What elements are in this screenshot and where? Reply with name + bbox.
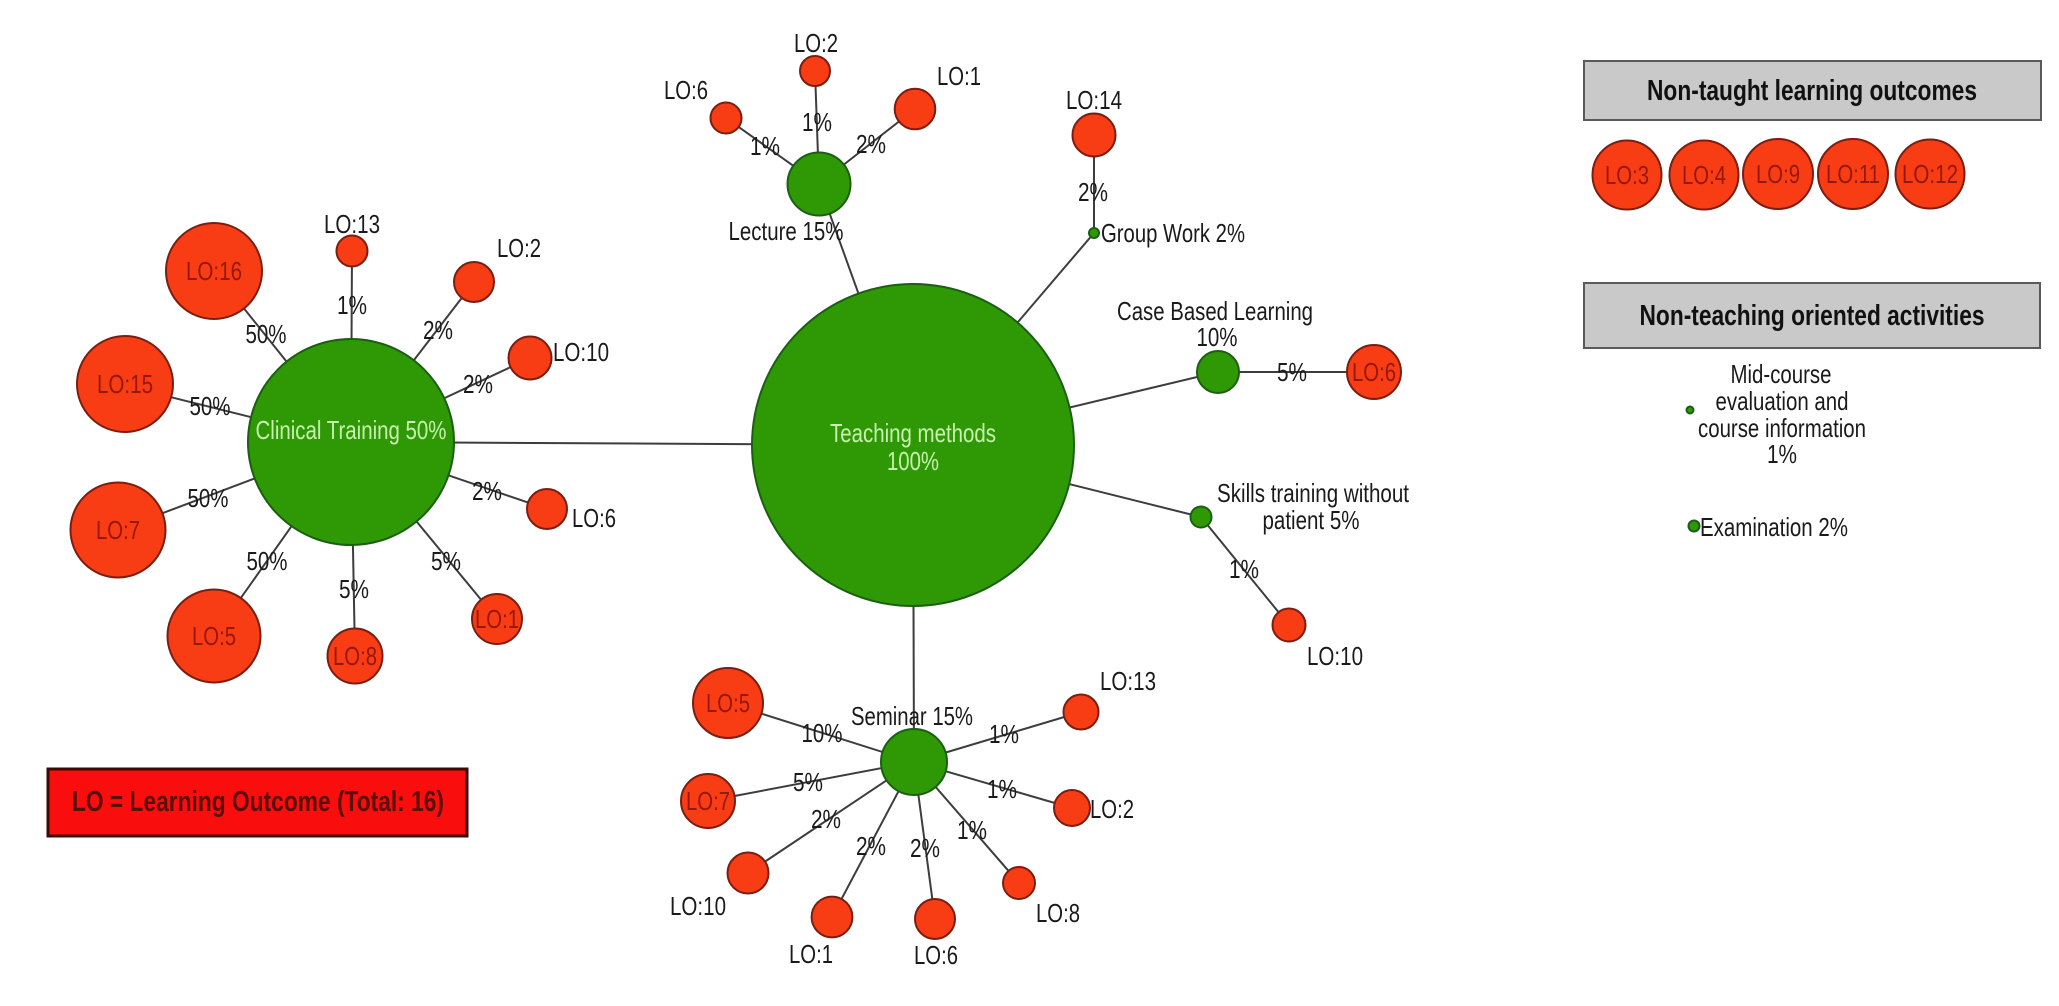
- svg-text:1%: 1%: [750, 131, 780, 161]
- svg-text:1%: 1%: [1767, 439, 1797, 469]
- svg-text:LO:6: LO:6: [914, 940, 958, 970]
- svg-text:Lecture 15%: Lecture 15%: [729, 216, 844, 246]
- svg-text:LO:6: LO:6: [664, 75, 708, 105]
- svg-text:LO:7: LO:7: [686, 786, 730, 816]
- svg-text:LO:16: LO:16: [186, 256, 242, 286]
- svg-text:LO:14: LO:14: [1066, 85, 1122, 115]
- svg-text:LO:10: LO:10: [1307, 641, 1363, 671]
- svg-text:LO:12: LO:12: [1902, 159, 1958, 189]
- svg-text:LO:1: LO:1: [937, 61, 981, 91]
- svg-text:50%: 50%: [188, 483, 229, 513]
- svg-text:LO:9: LO:9: [1756, 159, 1800, 189]
- svg-text:Teaching methods: Teaching methods: [830, 418, 996, 448]
- svg-text:LO:2: LO:2: [794, 28, 838, 58]
- svg-text:Seminar 15%: Seminar 15%: [851, 701, 973, 731]
- svg-text:2%: 2%: [811, 804, 841, 834]
- svg-text:100%: 100%: [887, 446, 939, 476]
- svg-text:2%: 2%: [463, 369, 493, 399]
- svg-text:LO:6: LO:6: [1352, 357, 1396, 387]
- svg-text:5%: 5%: [793, 767, 823, 797]
- svg-text:Skills training without: Skills training without: [1217, 478, 1410, 508]
- svg-text:LO:2: LO:2: [497, 233, 541, 263]
- svg-text:10%: 10%: [1197, 322, 1238, 352]
- svg-text:10%: 10%: [802, 718, 843, 748]
- svg-text:patient 5%: patient 5%: [1263, 505, 1360, 535]
- svg-text:Clinical Training 50%: Clinical Training 50%: [256, 415, 447, 445]
- svg-text:LO:4: LO:4: [1682, 160, 1726, 190]
- svg-text:2%: 2%: [910, 833, 940, 863]
- svg-text:LO:13: LO:13: [1100, 666, 1156, 696]
- svg-text:LO:1: LO:1: [475, 604, 519, 634]
- svg-text:1%: 1%: [1229, 554, 1259, 584]
- svg-text:LO:8: LO:8: [1036, 898, 1080, 928]
- svg-text:LO:15: LO:15: [97, 369, 153, 399]
- svg-text:1%: 1%: [987, 774, 1017, 804]
- svg-text:50%: 50%: [190, 391, 231, 421]
- svg-text:LO:3: LO:3: [1605, 160, 1649, 190]
- svg-text:2%: 2%: [1078, 177, 1108, 207]
- svg-text:LO:13: LO:13: [324, 209, 380, 239]
- svg-text:5%: 5%: [1277, 357, 1307, 387]
- svg-text:5%: 5%: [339, 574, 369, 604]
- svg-text:1%: 1%: [957, 815, 987, 845]
- svg-text:LO:1: LO:1: [789, 939, 833, 969]
- svg-text:1%: 1%: [802, 107, 832, 137]
- svg-text:course information: course information: [1698, 413, 1866, 443]
- svg-text:50%: 50%: [247, 546, 288, 576]
- svg-text:Group Work 2%: Group Work 2%: [1101, 218, 1245, 248]
- svg-text:LO:10: LO:10: [553, 337, 609, 367]
- svg-text:2%: 2%: [856, 831, 886, 861]
- svg-text:Non-teaching oriented activiti: Non-teaching oriented activities: [1640, 300, 1985, 332]
- svg-text:1%: 1%: [989, 719, 1019, 749]
- svg-text:LO = Learning Outcome (Total:: LO = Learning Outcome (Total: 16): [72, 786, 444, 818]
- svg-text:2%: 2%: [856, 129, 886, 159]
- svg-text:LO:5: LO:5: [706, 688, 750, 718]
- svg-text:LO:11: LO:11: [1826, 159, 1880, 189]
- svg-text:1%: 1%: [337, 290, 367, 320]
- svg-text:5%: 5%: [431, 546, 461, 576]
- svg-text:evaluation and: evaluation and: [1716, 386, 1849, 416]
- svg-text:50%: 50%: [246, 319, 287, 349]
- svg-text:Examination 2%: Examination 2%: [1700, 512, 1848, 542]
- svg-text:LO:6: LO:6: [572, 503, 616, 533]
- svg-text:LO:10: LO:10: [670, 891, 726, 921]
- svg-text:LO:2: LO:2: [1090, 794, 1134, 824]
- svg-text:2%: 2%: [472, 476, 502, 506]
- svg-text:LO:8: LO:8: [333, 641, 377, 671]
- svg-text:LO:7: LO:7: [96, 515, 140, 545]
- svg-text:Non-taught learning outcomes: Non-taught learning outcomes: [1647, 75, 1977, 107]
- svg-text:Case Based Learning: Case Based Learning: [1117, 296, 1313, 326]
- svg-text:LO:5: LO:5: [192, 621, 236, 651]
- svg-text:Mid-course: Mid-course: [1731, 359, 1832, 389]
- svg-text:2%: 2%: [423, 315, 453, 345]
